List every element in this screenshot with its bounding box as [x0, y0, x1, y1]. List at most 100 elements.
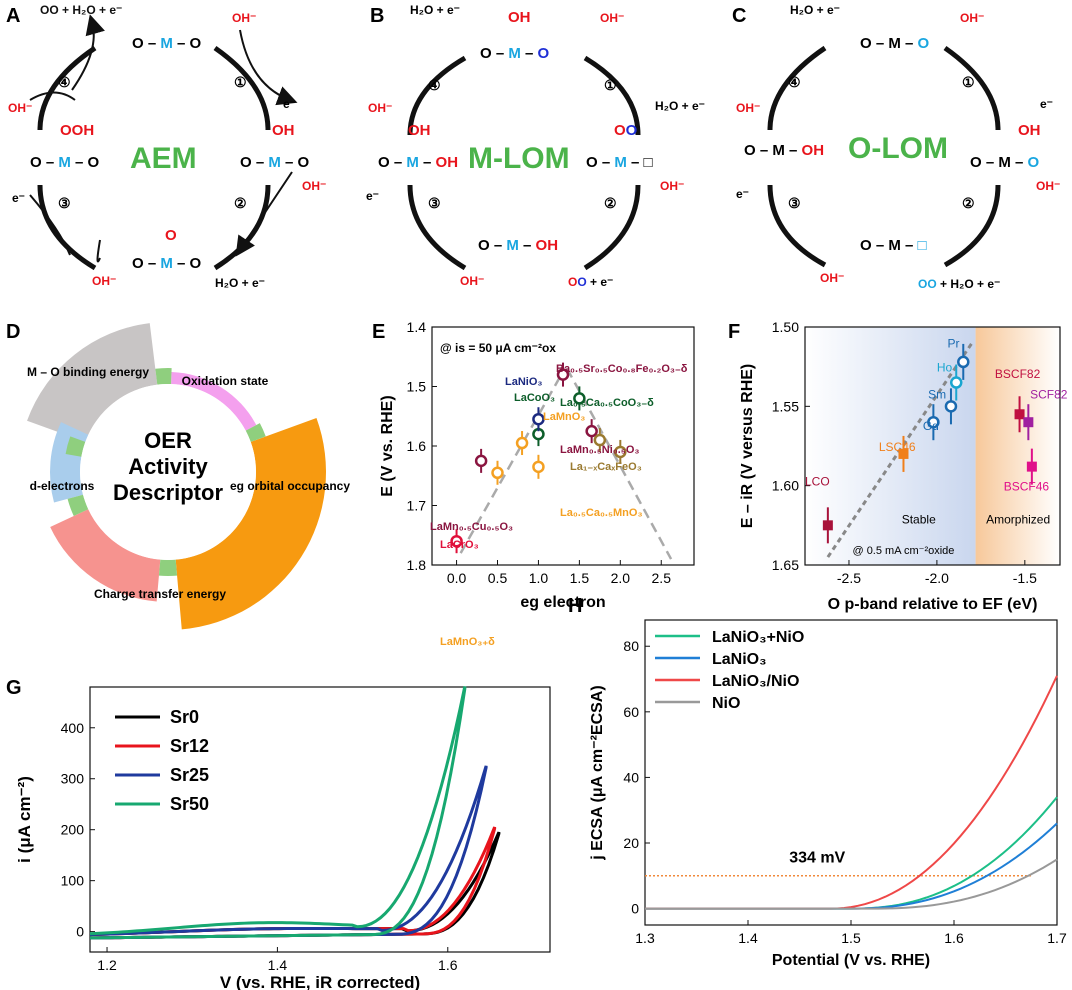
- point-label: LaCoO₃: [514, 392, 555, 404]
- y-tick-label: 1.65: [772, 557, 799, 573]
- donut-spacer: [67, 494, 89, 516]
- y-tick-label: 1.50: [772, 319, 799, 335]
- electron-label: e⁻: [736, 187, 749, 201]
- data-point: [944, 400, 958, 413]
- x-axis-label: Potential (V vs. RHE): [772, 952, 930, 969]
- x-axis-label: O p-band relative to EF (eV): [828, 596, 1038, 613]
- point-label: LaMnO₃: [543, 411, 585, 423]
- cycle-arc: [407, 55, 467, 136]
- panel-letter-h: H: [568, 595, 582, 617]
- segment-label-binding-energy: M – O binding energy: [27, 365, 149, 379]
- cycle-arc: [767, 45, 827, 131]
- panel-c-title: O-LOM: [848, 132, 948, 165]
- intermediate-left: O – M – O: [30, 154, 100, 171]
- step-4: ④: [428, 77, 441, 93]
- segment-label-charge-transfer: Charge transfer energy: [94, 587, 226, 601]
- hydroxide-label: OH⁻: [368, 101, 392, 115]
- point-label: LaMn₀.₅Cu₀.₅O₃: [430, 521, 513, 533]
- plot-frame: [89, 686, 551, 953]
- x-tick-label: 1.0: [529, 570, 549, 586]
- point-label: LaMn₀.₅Ni₀.₅O₃: [560, 444, 639, 456]
- legend-label: NiO: [712, 695, 740, 712]
- data-point: [585, 424, 598, 438]
- legend-label: Sr50: [170, 794, 209, 814]
- region-label-stable: Stable: [902, 513, 936, 527]
- point-label: LSC46: [879, 440, 916, 454]
- panel-letter-c: C: [732, 5, 746, 27]
- intermediate-bottom: O – M – O: [132, 255, 202, 272]
- point-label: BSCF46: [1004, 479, 1050, 493]
- panel-letter-a: A: [6, 5, 20, 27]
- intermediate-left: O – M – OH: [744, 142, 824, 159]
- y-tick-label: 1.7: [407, 498, 427, 514]
- y-axis-label: E – iR (V versus RHE): [739, 364, 756, 529]
- electron-label: e⁻: [283, 97, 296, 111]
- step-4: ④: [788, 74, 801, 90]
- y-tick-label: 1.8: [407, 557, 427, 573]
- point-label: BSCF82: [995, 367, 1041, 381]
- data-point: [532, 412, 545, 426]
- x-tick-label: 1.6: [438, 957, 458, 973]
- legend-label: LaNiO₃+NiO: [712, 629, 804, 646]
- chart-annotation: @ 0.5 mA cm⁻²oxide: [852, 545, 954, 557]
- o-label: O: [165, 227, 177, 244]
- step-1: ①: [234, 74, 247, 90]
- hydroxide-label: OH⁻: [302, 179, 326, 193]
- step-2: ②: [962, 195, 975, 211]
- intermediate-left: O – M – OH: [378, 154, 458, 171]
- product-label: H₂O + e⁻: [410, 3, 460, 17]
- donut-spacer: [155, 368, 172, 385]
- panel-b: B H₂O + e⁻ OH O – M – O OH⁻ H₂O + e⁻ ④ ①…: [366, 3, 705, 289]
- hydroxide-label: OH⁻: [600, 11, 624, 25]
- y-tick-label: 400: [61, 720, 85, 736]
- panel-a: A OO + H₂O + e⁻ O – M – O OH⁻ ① e⁻ ④ OH⁻…: [6, 3, 326, 290]
- panel-letter-d: D: [6, 321, 20, 343]
- hydroxide-label: OH⁻: [960, 11, 984, 25]
- x-tick-label: 1.5: [570, 570, 590, 586]
- descriptor-donut: [27, 323, 326, 630]
- point-label: Gd: [923, 419, 939, 433]
- chart-g: 1.2 1.4 1.6 0 100 200 300 400 Sr0 Sr12 Sr25 Sr50 V (…: [15, 686, 551, 990]
- y-tick-label: 200: [61, 822, 85, 838]
- segment-label-oxidation-state: Oxidation state: [182, 374, 269, 388]
- hydroxide-label: OH⁻: [820, 271, 844, 285]
- data-point: [593, 433, 607, 447]
- product-arrow: [71, 14, 105, 91]
- data-point: [491, 466, 504, 480]
- segment-label-eg-occupancy: eg orbital occupancy: [230, 479, 350, 493]
- chart-f: -2.5 -2.0 -1.5 1.50 1.55 1.60 1.65 LCO LSC46 Gd Sm…: [739, 319, 1068, 613]
- hydroxide-label: OH⁻: [232, 11, 256, 25]
- cycle-arc: [213, 184, 271, 271]
- data-point: [1023, 417, 1034, 428]
- y-tick-label: 1.4: [407, 319, 427, 335]
- current-curve: [645, 822, 1058, 910]
- y-tick-label: 100: [61, 873, 85, 889]
- data-point: [1014, 409, 1025, 420]
- electron-label: e⁻: [1040, 97, 1053, 111]
- point-label: Ba₀.₅Sr₀.₅Co₀.₈Fe₀.₂O₃₋δ: [556, 363, 688, 375]
- y-tick-label: 0: [631, 901, 639, 917]
- hydroxide-label: OH⁻: [1036, 179, 1060, 193]
- y-axis-label: i (μA cm⁻²): [15, 776, 34, 863]
- panel-e: E 0.0 0.5 1.0 1.5 2.0 2.5 1.4 1.5 1.6 1.7 1.8 LaCrO…: [372, 319, 695, 648]
- point-label: SCF82: [1030, 387, 1068, 401]
- x-axis-label: eg electron: [520, 594, 605, 611]
- x-tick-label: 1.7: [1047, 930, 1067, 946]
- cycle-arc: [583, 184, 641, 271]
- product-label: OO + H₂O + e⁻: [918, 277, 1000, 291]
- current-curve: [645, 675, 1058, 910]
- region-label-amorphized: Amorphized: [986, 513, 1050, 527]
- panel-letter-g: G: [6, 677, 22, 699]
- product-label: H₂O + e⁻: [215, 276, 265, 290]
- region-amorphized: [975, 327, 1060, 565]
- segment-label-d-electrons: d-electrons: [30, 479, 95, 493]
- legend-label: LaNiO₃: [712, 651, 767, 668]
- reactant-arrow: [96, 239, 101, 263]
- data-point: [927, 415, 940, 429]
- step-4: ④: [58, 74, 71, 90]
- point-label: La₀.₅Ca₀.₅CoO₃₋δ: [560, 397, 654, 409]
- cycle-arc: [583, 55, 641, 136]
- current-curve: [645, 858, 1058, 910]
- product-label: OO + H₂O + e⁻: [40, 3, 122, 17]
